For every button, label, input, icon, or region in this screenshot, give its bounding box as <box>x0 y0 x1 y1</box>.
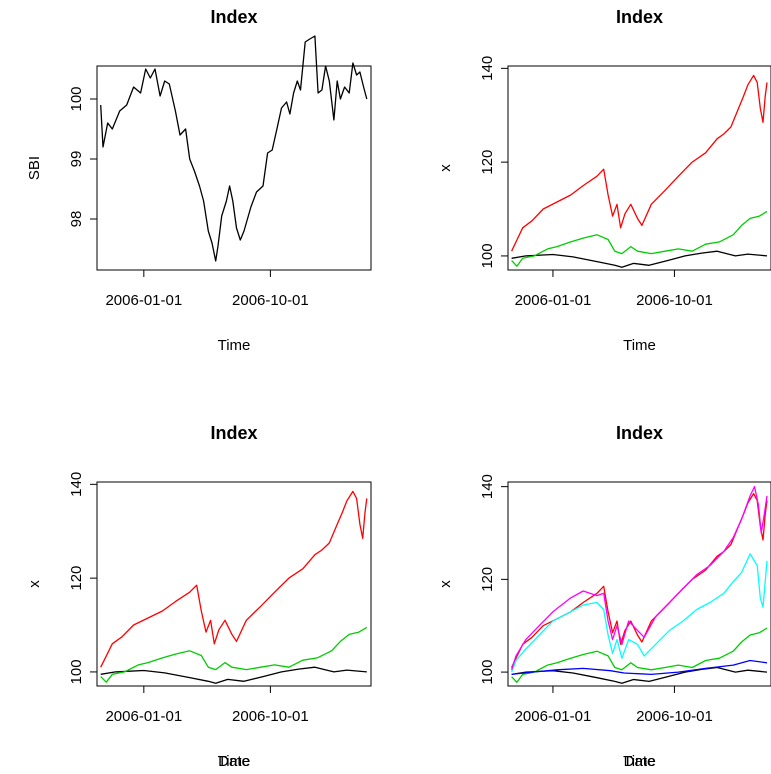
series-line-green <box>511 210 768 267</box>
y-tick-label: 120 <box>479 150 496 175</box>
y-tick-label: 140 <box>479 474 496 499</box>
series-line-cyan <box>510 553 768 673</box>
y-tick-label: 140 <box>68 472 85 497</box>
y-tick-label: 120 <box>479 567 496 592</box>
x-tick-label: 2006-10-01 <box>636 708 713 725</box>
x-axis-label-overprint: Time <box>218 753 251 770</box>
series-line-green <box>511 627 768 683</box>
x-tick-label: 2006-10-01 <box>232 292 309 309</box>
y-tick-label: 100 <box>479 660 496 685</box>
x-tick-label: 2006-10-01 <box>636 292 713 309</box>
series-line-black <box>100 35 368 262</box>
y-tick-label: 100 <box>479 243 496 268</box>
x-tick-label: 2006-01-01 <box>105 708 182 725</box>
series-line-black <box>511 666 768 684</box>
y-tick-label: 100 <box>68 86 85 111</box>
chart-title: Index <box>210 423 257 443</box>
series-line-red <box>100 490 368 668</box>
y-axis-label: x <box>26 580 43 588</box>
y-axis-label: x <box>437 580 454 588</box>
plot-frame <box>96 481 372 687</box>
y-tick-label: 98 <box>68 211 85 228</box>
y-tick-label: 120 <box>68 566 85 591</box>
chart-title: Index <box>210 7 257 27</box>
series-line-black <box>511 250 768 268</box>
series-line-blue <box>511 659 768 676</box>
plot-frame <box>507 65 771 271</box>
series-line-magenta <box>510 485 768 670</box>
plot-frame <box>507 481 771 687</box>
x-axis-label: Date <box>218 753 250 770</box>
x-axis-label: Date <box>624 753 656 770</box>
chart-title: Index <box>616 423 663 443</box>
series-line-black <box>100 666 367 684</box>
series-line-red <box>511 492 768 668</box>
x-axis-label: Time <box>623 337 656 354</box>
x-tick-label: 2006-01-01 <box>515 708 592 725</box>
series-line-green <box>100 626 368 683</box>
x-axis-label: Time <box>218 337 251 354</box>
plot-frame <box>96 65 372 271</box>
series-line-red <box>511 74 768 252</box>
x-tick-label: 2006-01-01 <box>105 292 182 309</box>
y-axis-label: SBI <box>26 156 43 180</box>
chart-title: Index <box>616 7 663 27</box>
y-tick-label: 99 <box>68 151 85 168</box>
y-tick-label: 100 <box>68 659 85 684</box>
x-tick-label: 2006-01-01 <box>515 292 592 309</box>
x-axis-label-overprint: Time <box>623 753 656 770</box>
y-tick-label: 140 <box>479 56 496 81</box>
y-axis-label: x <box>437 164 454 172</box>
x-tick-label: 2006-10-01 <box>232 708 309 725</box>
